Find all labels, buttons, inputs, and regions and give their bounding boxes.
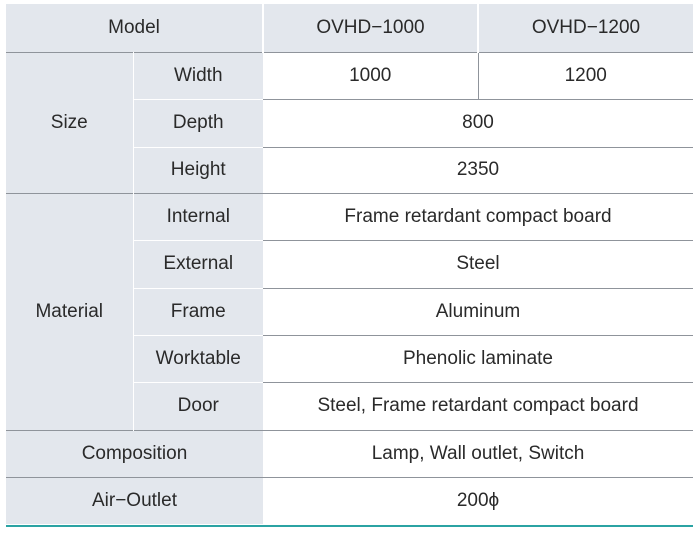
external-row: External Steel [6, 239, 693, 288]
internal-label: Internal [133, 193, 263, 240]
material-group-label: Material [6, 193, 134, 430]
model-ovhd-1000-header: OVHD−1000 [262, 4, 478, 52]
composition-row: Composition Lamp, Wall outlet, Switch [6, 430, 693, 477]
internal-row: Material Internal Frame retardant compac… [6, 193, 693, 430]
width-label: Width [133, 52, 263, 99]
air-outlet-label: Air−Outlet [6, 477, 263, 524]
air-outlet-row: Air−Outlet 200ϕ [6, 477, 693, 524]
composition-label: Composition [6, 430, 263, 477]
model-header-label: Model [6, 4, 263, 52]
worktable-value: Phenolic laminate [263, 335, 693, 382]
height-value: 2350 [263, 147, 693, 193]
depth-value: 800 [263, 99, 693, 147]
air-outlet-value: 200ϕ [263, 477, 693, 524]
spec-table: Model OVHD−1000 OVHD−1200 Size Width 100… [6, 4, 693, 524]
internal-value: Frame retardant compact board [263, 193, 693, 240]
size-group-label: Size [6, 52, 134, 193]
width-value-1200: 1200 [477, 52, 693, 99]
external-label: External [133, 239, 263, 288]
depth-label: Depth [133, 98, 263, 147]
model-ovhd-1200-header: OVHD−1200 [477, 4, 693, 52]
door-label: Door [133, 381, 263, 430]
worktable-label: Worktable [133, 334, 263, 382]
external-value: Steel [263, 240, 693, 288]
width-value-1000: 1000 [263, 52, 478, 99]
frame-row: Frame Aluminum [6, 287, 693, 335]
width-row: Size Width 1000 1200 [6, 52, 693, 193]
header-row: Model OVHD−1000 OVHD−1200 [6, 4, 693, 52]
composition-value: Lamp, Wall outlet, Switch [263, 430, 693, 477]
worktable-row: Worktable Phenolic laminate [6, 334, 693, 382]
height-row: Height 2350 [6, 146, 693, 193]
door-value: Steel, Frame retardant compact board [263, 382, 693, 430]
frame-label: Frame [133, 287, 263, 335]
height-label: Height [133, 146, 263, 193]
door-row: Door Steel, Frame retardant compact boar… [6, 381, 693, 430]
depth-row: Depth 800 [6, 98, 693, 147]
frame-value: Aluminum [263, 288, 693, 335]
bottom-teal-rule [6, 525, 693, 527]
